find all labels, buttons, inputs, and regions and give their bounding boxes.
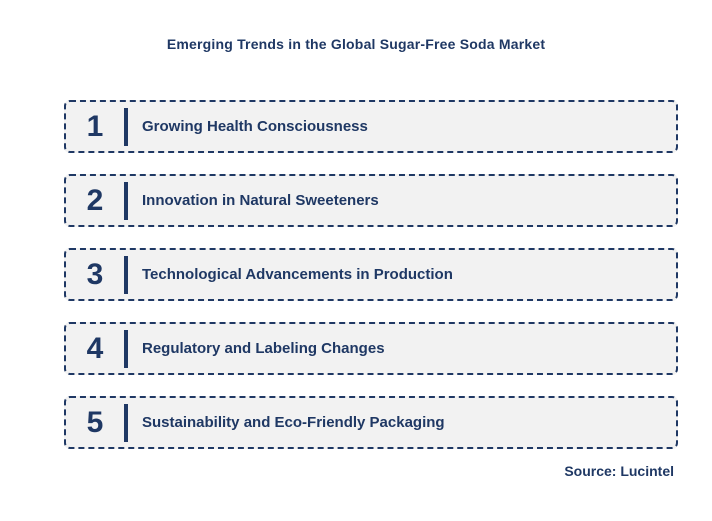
trend-label: Growing Health Consciousness [142,118,368,135]
divider-bar [124,403,128,442]
divider-bar [124,107,128,146]
trend-item-5: 5 Sustainability and Eco-Friendly Packag… [64,396,678,449]
trend-item-3: 3 Technological Advancements in Producti… [64,248,678,301]
trend-label: Sustainability and Eco-Friendly Packagin… [142,414,445,431]
trend-label: Innovation in Natural Sweeteners [142,192,379,209]
trend-item-1: 1 Growing Health Consciousness [64,100,678,153]
trend-number: 5 [86,405,104,439]
trend-item-4: 4 Regulatory and Labeling Changes [64,322,678,375]
page-title: Emerging Trends in the Global Sugar-Free… [166,36,546,52]
divider-bar [124,181,128,220]
trend-number: 1 [86,109,104,143]
source-attribution: Source: Lucintel [564,463,674,479]
divider-bar [124,255,128,294]
trend-list: 1 Growing Health Consciousness 2 Innovat… [64,100,678,449]
trend-label: Technological Advancements in Production [142,266,453,283]
trend-number: 4 [86,331,104,365]
trend-number: 2 [86,183,104,217]
divider-bar [124,329,128,368]
trend-number: 3 [86,257,104,291]
trend-item-2: 2 Innovation in Natural Sweeteners [64,174,678,227]
trend-label: Regulatory and Labeling Changes [142,340,385,357]
